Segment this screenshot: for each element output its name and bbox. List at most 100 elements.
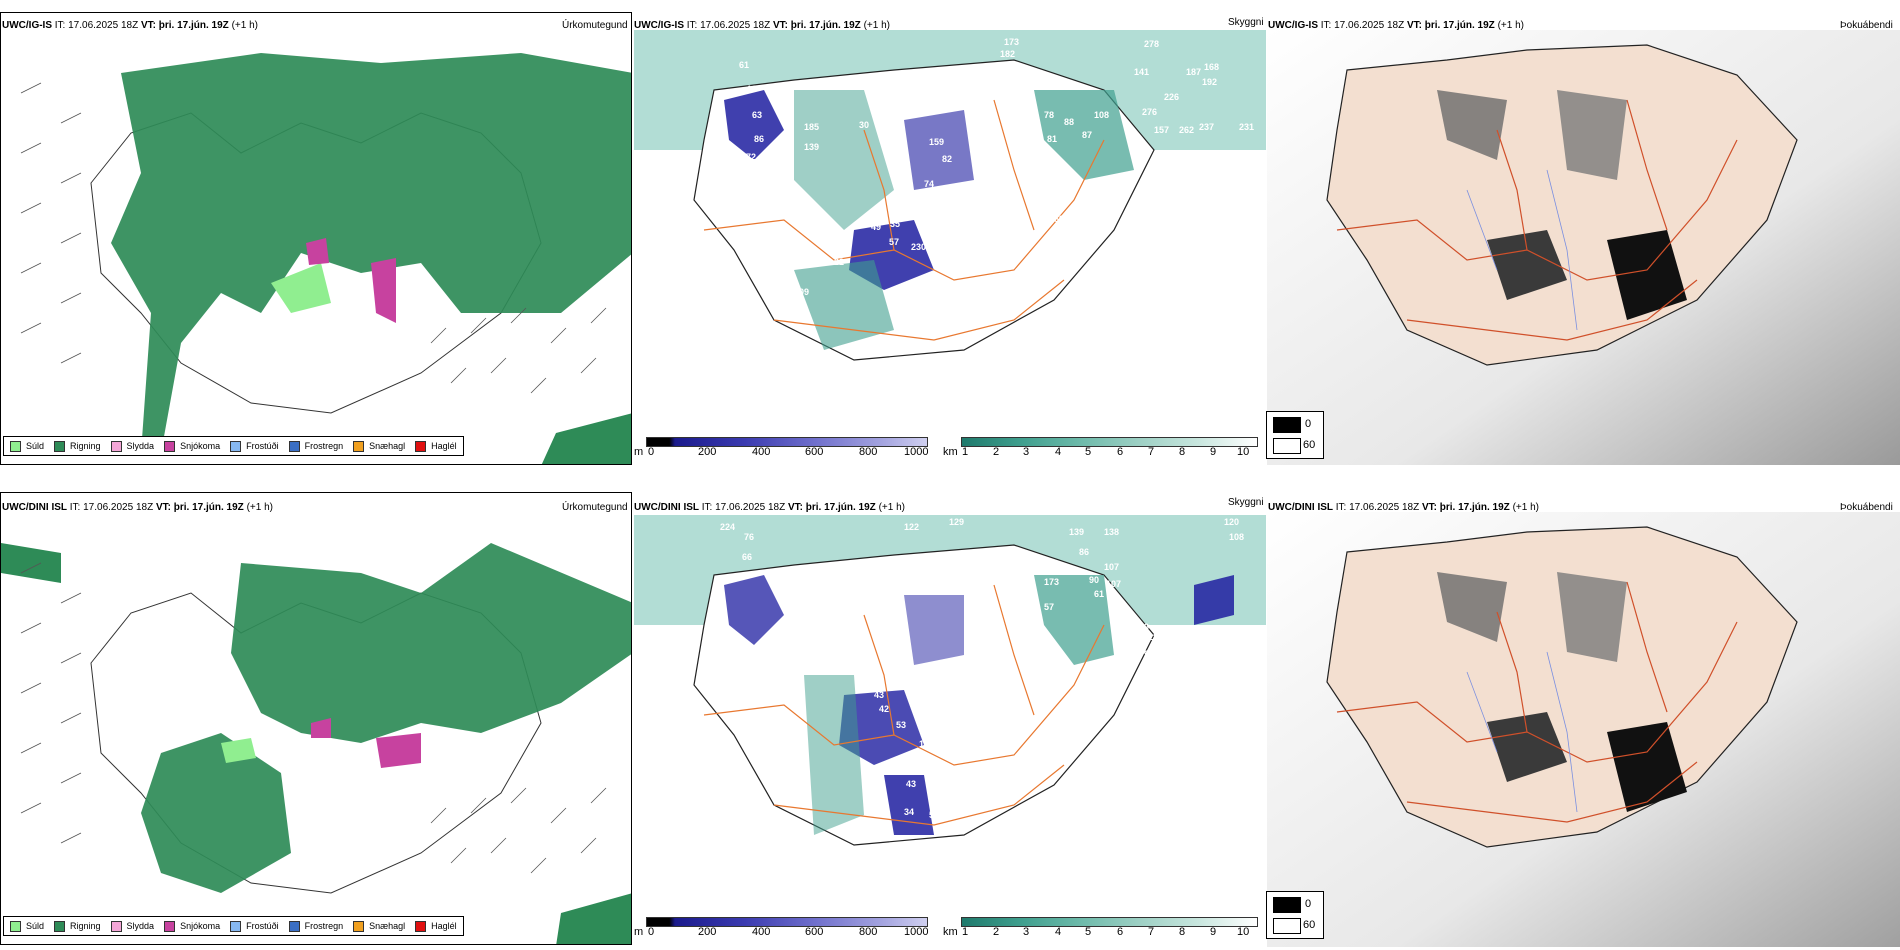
cloud-base-label: 62 [787,770,797,780]
precip-map-top [20,53,631,464]
fog-swatch-black [1273,897,1301,913]
cloud-base-label: 69 [1054,214,1064,224]
cloud-base-label: 129 [949,517,964,527]
model-name: UWC/IG-IS [2,20,52,31]
fog-legend-label: 60 [1303,919,1316,931]
cloud-base-label: 180 [1148,632,1163,642]
model-name: UWC/IG-IS [1268,20,1318,31]
cloud-base-label: 185 [804,122,819,132]
legend-label: Rigning [70,921,101,931]
colorbar-unit: m [634,926,644,938]
fog-legend-label: 60 [1303,439,1316,451]
colorbar-tick: 3 [1023,926,1030,938]
valid-time: þri. 17.jún. 19Z [1439,502,1510,513]
init-time: IT: 17.06.2025 18Z [1320,20,1405,31]
valid-time: þri. 17.jún. 19Z [805,502,876,513]
cloud-base-label: 39 [926,222,936,232]
cloud-base-label: 57 [1044,602,1054,612]
cloud-base-label: 122 [1194,642,1209,652]
colorbar-tick: 200 [698,446,717,458]
cloud-base-label: 53 [896,720,906,730]
cloud-base-label: 192 [1202,77,1217,87]
fog-legend-label: 0 [1305,418,1312,430]
legend-label: Frostregn [304,921,344,931]
colorbar-tick: 400 [752,446,771,458]
colorbar-unit: km [943,926,958,938]
cloud-base-label: 61 [739,60,749,70]
cloud-base-label: 262 [1179,125,1194,135]
colorbar-tick: 3 [1023,446,1030,458]
cloud-base-label: 108 [1094,110,1109,120]
cloud-base-label: 57 [984,692,994,702]
colorbar-tick: 4 [1055,926,1062,938]
cloud-base-label: 138 [1104,527,1119,537]
cloud-base-label: 179 [1134,622,1149,632]
visibility-colorbar: km 1 2 3 4 5 6 7 8 9 10 [943,437,1263,458]
fog-swatch-black [1273,417,1301,433]
cloud-base-label: 78 [1044,110,1054,120]
fog-legend: 0 60 [1266,411,1324,459]
legend-label: Frostúði [246,921,279,931]
init-time: IT: 17.06.2025 18Z [701,502,786,513]
cloud-base-label: 66 [742,552,752,562]
precip-map-bottom [1,543,631,944]
cloud-base-label: 72 [746,152,756,162]
cloud-base-label: 81 [1047,134,1057,144]
swatch [353,920,365,932]
legend-label: Snæhagl [369,441,406,451]
swatch [230,920,242,932]
init-time: IT: 17.06.2025 18Z [686,20,771,31]
init-time: IT: 17.06.2025 18Z [1335,502,1420,513]
cloud-base-label: 86 [754,134,764,144]
colorbar-tick: 8 [1179,926,1186,938]
cloud-base-label: 42 [879,704,889,714]
lead-time: (+1 h) [863,20,890,31]
vt-label: VT: [1406,20,1422,31]
swatch [110,440,122,452]
panel-fog-bottom [1267,512,1900,947]
colorbar-tick: 2 [993,926,1000,938]
model-name: UWC/IG-IS [634,20,684,31]
legend-label: Haglél [431,921,457,931]
swatch [288,440,300,452]
colorbar-tick: 8 [1179,446,1186,458]
model-name: UWC/DINI ISL [1268,502,1333,513]
cloud-base-label: 58 [927,705,937,715]
cloud-base-label: 130 [979,218,994,228]
cloud-base-label: 224 [720,522,735,532]
colorbar-tick: 9 [1210,446,1217,458]
cloud-base-label: 128 [1001,735,1016,745]
cloud-base-label: 90 [1089,575,1099,585]
lead-time: (+1 h) [231,20,258,31]
swatch [288,920,300,932]
visibility-colorbar: km 1 2 3 4 5 6 7 8 9 10 [943,917,1263,938]
cloud-base-label: 43 [906,779,916,789]
panel-header: UWC/DINI ISL IT: 17.06.2025 18Z VT: þri.… [1268,502,1539,513]
cloud-base-label: 173 [1044,577,1059,587]
cloud-base-label: 49 [871,222,881,232]
cloud-base-label: 120 [1224,517,1239,527]
cloud-base-label: 109 [794,287,809,297]
swatch [54,440,66,452]
visibility-gradient [961,917,1258,927]
cloud-base-label: 57 [889,237,899,247]
legend-label: Slydda [126,921,155,931]
cloud-base-label: 59 [934,208,944,218]
cloud-base-label: 139 [1069,527,1084,537]
cloud-base-label: 87 [992,237,1002,247]
cloud-base-label: 30 [859,120,869,130]
panel-precip-bottom [0,492,632,945]
cloud-base-label: 157 [1154,125,1169,135]
precip-legend: Súld Rigning Slydda Snjókoma Frostúði Fr… [3,436,464,456]
cloud-base-label: 278 [1144,39,1159,49]
panel-title: Þokuábendi [1840,20,1893,31]
cloud-base-label: 231 [1239,122,1254,132]
ceiling-gradient [646,437,928,447]
cloud-base-label: 76 [771,202,781,212]
cloud-base-label: 83 [792,196,802,206]
colorbar-tick: 9 [1210,926,1217,938]
cloud-base-label: 112 [1184,662,1199,672]
cloud-base-label: 43 [874,690,884,700]
legend-label: Rigning [70,441,101,451]
cloud-base-label: 87 [1082,130,1092,140]
